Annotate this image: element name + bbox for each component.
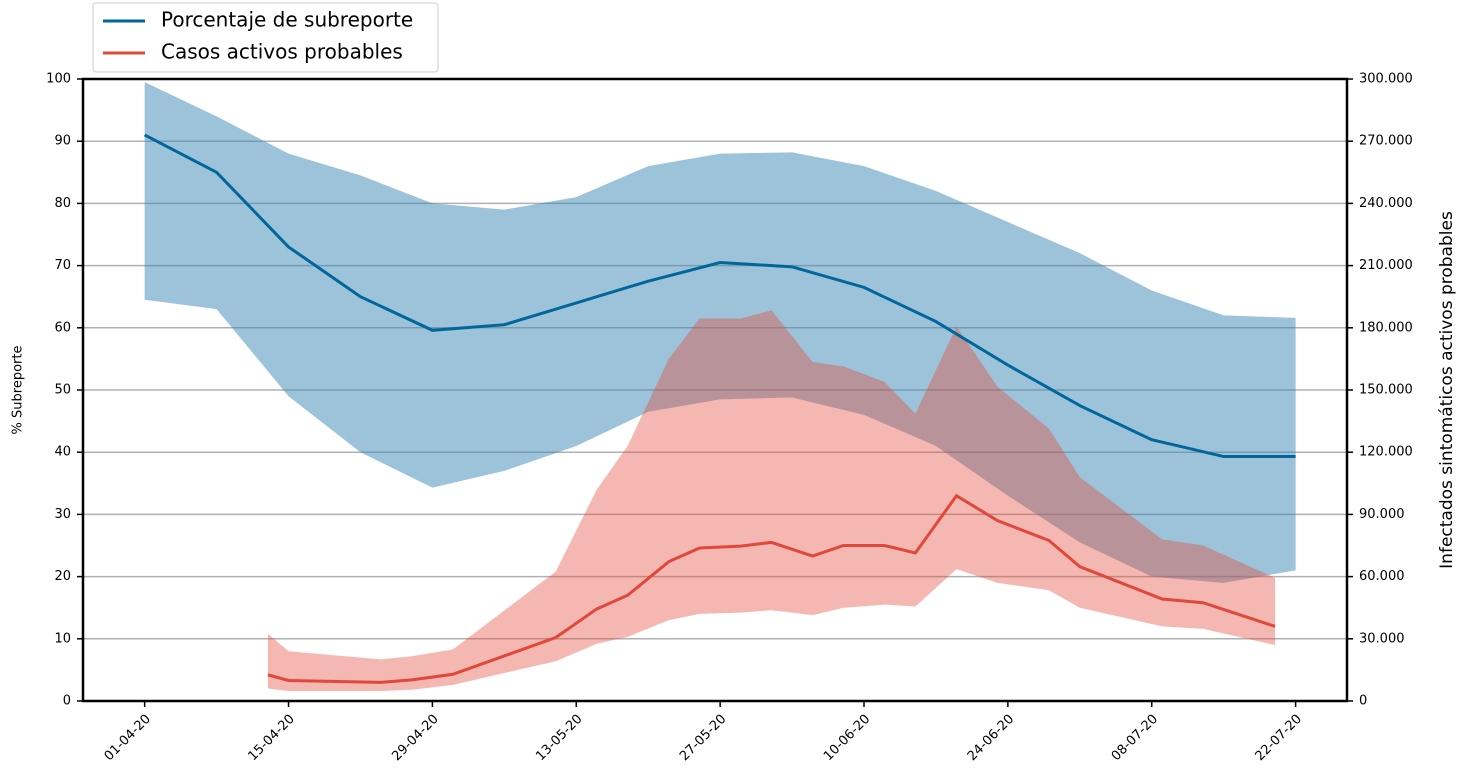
- y2-tick-label: 270.000: [1359, 134, 1413, 149]
- plot-frame: [81, 77, 1349, 703]
- y-tick-label: 30: [54, 507, 71, 522]
- x-tick-label: 13-05-20: [533, 712, 585, 764]
- y-tick-label: 90: [54, 134, 71, 149]
- x-tick-label: 15-04-20: [245, 712, 297, 764]
- y-tick-label: 40: [54, 445, 71, 460]
- x-tick-label: 24-06-20: [965, 712, 1017, 764]
- y2-tick-label: 240.000: [1359, 196, 1413, 211]
- y2-tick-label: 60.000: [1359, 569, 1405, 584]
- legend-label: Casos activos probables: [161, 40, 403, 64]
- y-tick-label: 100: [46, 72, 71, 87]
- y-axis-label: % Subreporte: [11, 346, 26, 435]
- y2-tick-label: 300.000: [1359, 72, 1413, 87]
- y2-tick-label: 30.000: [1359, 631, 1405, 646]
- y2-tick-label: 210.000: [1359, 258, 1413, 273]
- y2-tick-label: 90.000: [1359, 507, 1405, 522]
- legend-box: [92, 2, 439, 73]
- y-tick-label: 20: [54, 569, 71, 584]
- y-tick-label: 0: [63, 694, 71, 709]
- y2-tick-label: 0: [1359, 694, 1367, 709]
- x-tick-label: 27-05-20: [677, 712, 729, 764]
- y2-axis-label: Infectados sintomáticos activos probable…: [1437, 211, 1457, 569]
- x-tick-label: 01-04-20: [102, 712, 154, 764]
- y2-tick-label: 150.000: [1359, 383, 1413, 398]
- legend-label: Porcentaje de subreporte: [161, 8, 413, 32]
- y-tick-label: 10: [54, 631, 71, 646]
- y-tick-label: 80: [54, 196, 71, 211]
- band: [267, 310, 1276, 692]
- x-tick-label: 29-04-20: [389, 712, 441, 764]
- y-tick-label: 50: [54, 383, 71, 398]
- y-tick-label: 70: [54, 258, 71, 273]
- line: [143, 133, 1296, 459]
- x-tick-label: 22-07-20: [1253, 712, 1305, 764]
- band: [144, 82, 1296, 583]
- x-tick-label: 10-06-20: [821, 712, 873, 764]
- y2-tick-label: 180.000: [1359, 320, 1413, 335]
- y-tick-label: 60: [54, 320, 71, 335]
- y2-tick-label: 120.000: [1359, 445, 1413, 460]
- line: [267, 493, 1276, 684]
- x-tick-label: 08-07-20: [1109, 712, 1161, 764]
